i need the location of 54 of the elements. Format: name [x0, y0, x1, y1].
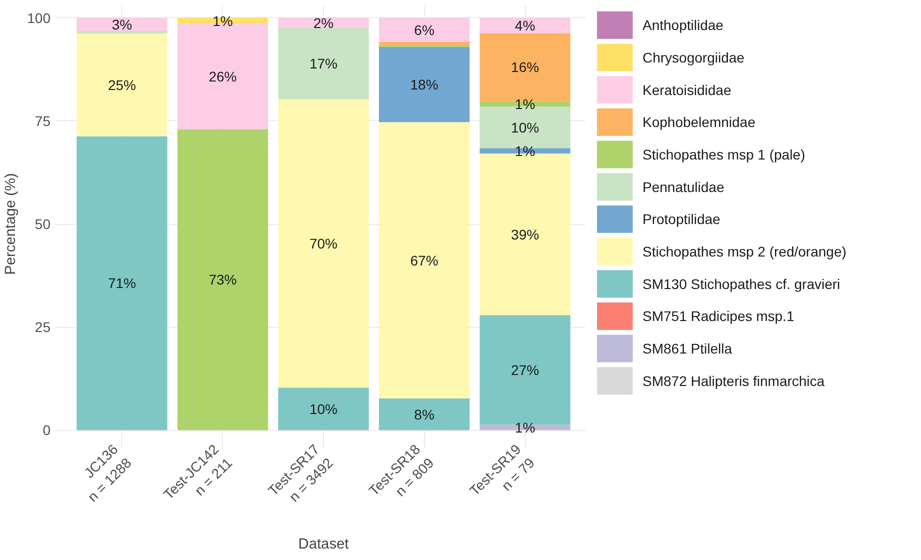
data-label: 1%	[514, 96, 536, 112]
legend-label: SM872 Halipteris finmarchica	[642, 372, 825, 389]
data-label: 17%	[309, 55, 338, 72]
legend-label: Stichopathes msp 2 (red/orange)	[642, 244, 846, 260]
data-label: 27%	[511, 362, 540, 378]
data-label: 70%	[309, 235, 338, 252]
legend-label: Keratoisididae	[642, 82, 732, 98]
bar	[378, 122, 470, 398]
data-label: 73%	[208, 272, 237, 288]
y-axis-title: Percentage (%)	[3, 173, 20, 275]
data-label: 1%	[514, 419, 536, 436]
bar	[278, 18, 369, 28]
bar	[278, 28, 369, 100]
legend-label: Pennatulidae	[642, 178, 724, 195]
bar	[378, 18, 470, 42]
bar	[278, 388, 369, 430]
bar	[76, 31, 168, 34]
legend-label: Chrysogorgiidae	[642, 50, 745, 66]
data-label: 8%	[414, 406, 434, 422]
bar	[480, 18, 570, 34]
legend-label: SM130 Stichopathes cf. gravieri	[642, 276, 840, 292]
legend-label: Stichopathes msp 1 (pale)	[642, 146, 806, 163]
bar	[378, 42, 470, 46]
data-label: 10%	[511, 119, 540, 136]
bar	[177, 129, 268, 430]
bar	[76, 34, 168, 136]
data-label: 3%	[112, 16, 132, 32]
data-label: 4%	[514, 17, 536, 34]
data-label: 6%	[414, 22, 434, 38]
legend-label: Protoptilidae	[642, 211, 721, 228]
bar	[76, 18, 168, 32]
data-label: 16%	[511, 59, 540, 76]
data-label: 67%	[410, 252, 438, 268]
y-tick-label: 0	[42, 422, 51, 438]
bar	[278, 99, 369, 388]
data-label: 18%	[410, 76, 438, 92]
data-label: 71%	[108, 275, 136, 292]
data-label: 39%	[511, 226, 540, 242]
legend-label: Kophobelemnidae	[642, 114, 756, 130]
y-tick-label: 100	[27, 10, 51, 26]
legend-label: SM861 Ptilella	[642, 340, 732, 357]
y-tick-label: 25	[34, 319, 51, 336]
y-tick-label: 75	[34, 112, 51, 129]
y-tick-label: 50	[34, 216, 51, 232]
legend-label: SM751 Radicipes msp.1	[642, 308, 794, 324]
data-label: 10%	[309, 400, 338, 417]
data-label: 25%	[108, 76, 136, 93]
legend-label: Anthoptilidae	[642, 17, 724, 34]
bar	[378, 46, 470, 122]
bar	[76, 136, 168, 430]
data-label: 2%	[313, 14, 334, 31]
bar	[378, 398, 470, 430]
x-axis-title: Dataset	[298, 536, 349, 552]
data-label: 26%	[208, 68, 237, 84]
